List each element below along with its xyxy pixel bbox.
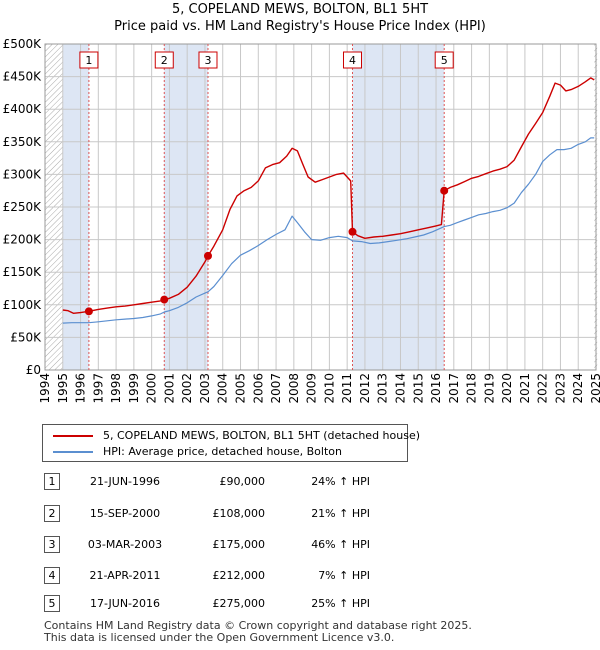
x-tick-label: 2000 [145,373,159,404]
y-tick-label: £450K [3,70,43,84]
x-tick-label: 2006 [251,373,265,404]
table-row: 2 15-SEP-2000 £108,000 21% ↑ HPI [0,505,600,523]
chart-title: 5, COPELAND MEWS, BOLTON, BL1 5HT [171,2,429,17]
sale-point-3 [203,251,212,260]
x-tick-label: 1997 [91,373,105,404]
sale-marker-box-1 [79,51,99,69]
x-tick-label: 2020 [500,373,514,404]
sale-marker-box-4 [342,51,362,69]
x-tick-label: 1995 [56,373,70,404]
transaction-price: £90,000 [219,475,266,488]
sale-marker-box-3 [198,51,218,69]
sale-marker-label-2: 2 [161,54,168,67]
x-tick-label: 2003 [198,373,212,404]
x-tick-label: 2009 [305,373,319,404]
sale-point-1 [84,307,93,316]
table-row: 4 21-APR-2011 £212,000 7% ↑ HPI [0,567,600,585]
x-tick-label: 2005 [234,373,248,404]
x-tick-label: 2021 [518,373,532,404]
transaction-number: 5 [44,595,60,612]
legend-swatch-property [53,435,93,437]
y-tick-label: £200K [3,233,43,247]
transaction-price: £108,000 [212,507,266,520]
y-tick-label: £0 [26,363,41,377]
x-tick-label: 2024 [571,373,585,404]
transaction-number: 4 [44,567,60,584]
sale-marker-label-5: 5 [441,54,448,67]
footer-license: This data is licensed under the Open Gov… [44,631,395,644]
y-tick-label: £250K [3,200,43,214]
sale-marker-box-5 [434,51,454,69]
x-tick-label: 1994 [38,373,52,404]
footer-copyright: Contains HM Land Registry data © Crown c… [44,619,472,632]
transaction-date: 21-JUN-1996 [89,475,161,488]
x-tick-label: 2007 [269,373,283,404]
x-tick-label: 2012 [358,373,372,404]
x-tick-label: 1999 [127,373,141,404]
transaction-date: 03-MAR-2003 [87,538,163,551]
transaction-date: 21-APR-2011 [89,569,161,582]
x-tick-label: 2008 [287,373,301,404]
transaction-hpi: 24% ↑ HPI [311,475,370,488]
transaction-number: 3 [44,536,60,553]
x-tick-label: 2010 [322,373,336,404]
y-tick-label: £400K [3,102,43,116]
sale-point-2 [160,295,169,304]
x-tick-label: 2014 [393,373,407,404]
transaction-hpi: 25% ↑ HPI [311,597,370,610]
transaction-price: £275,000 [212,597,266,610]
legend-label-hpi: HPI: Average price, detached house, Bolt… [103,445,342,458]
y-tick-label: £50K [10,330,42,344]
table-row: 5 17-JUN-2016 £275,000 25% ↑ HPI [0,595,600,613]
transaction-date: 17-JUN-2016 [89,597,161,610]
x-tick-label: 1996 [74,373,88,404]
legend-label-property: 5, COPELAND MEWS, BOLTON, BL1 5HT (detac… [103,429,421,442]
x-tick-label: 2013 [376,373,390,404]
sale-marker-box-2 [154,51,174,69]
transaction-number: 2 [44,505,60,522]
transaction-number: 1 [44,473,60,490]
chart-subtitle: Price paid vs. HM Land Registry's House … [114,19,486,34]
x-tick-label: 2016 [429,373,443,404]
transaction-hpi: 7% ↑ HPI [318,569,370,582]
x-tick-label: 2002 [180,373,194,404]
x-tick-label: 2001 [162,373,176,404]
y-tick-label: £300K [3,167,43,181]
x-tick-label: 2022 [536,373,550,404]
x-tick-label: 2011 [340,373,354,404]
legend-swatch-hpi [53,451,93,453]
x-tick-label: 2004 [216,373,230,404]
transaction-hpi: 46% ↑ HPI [311,538,370,551]
price-chart: £0 £50K £100K £150K £200K £250K £300K £350K £400… [3,37,600,404]
table-row: 1 21-JUN-1996 £90,000 24% ↑ HPI [0,473,600,491]
y-tick-label: £150K [3,265,43,279]
sale-point-4 [348,227,357,236]
x-tick-label: 2017 [447,373,461,404]
plot-border [44,43,597,371]
y-tick-label: £500K [3,37,43,51]
sale-marker-label-1: 1 [85,54,92,67]
y-tick-label: £100K [3,298,43,312]
transaction-price: £212,000 [212,569,266,582]
x-tick-label: 2018 [465,373,479,404]
legend: 5, COPELAND MEWS, BOLTON, BL1 5HT (detac… [42,424,420,462]
sale-marker-label-3: 3 [204,54,211,67]
transaction-hpi: 21% ↑ HPI [311,507,370,520]
x-tick-label: 2015 [411,373,425,404]
transaction-date: 15-SEP-2000 [89,507,161,520]
sale-marker-label-4: 4 [349,54,356,67]
y-tick-label: £350K [3,135,43,149]
x-tick-label: 2025 [589,373,600,404]
table-row: 3 03-MAR-2003 £175,000 46% ↑ HPI [0,536,600,554]
transaction-price: £175,000 [212,538,266,551]
x-tick-label: 1998 [109,373,123,404]
sale-point-5 [440,186,449,195]
x-tick-label: 2023 [553,373,567,404]
x-tick-label: 2019 [482,373,496,404]
hpi-line [62,137,595,324]
